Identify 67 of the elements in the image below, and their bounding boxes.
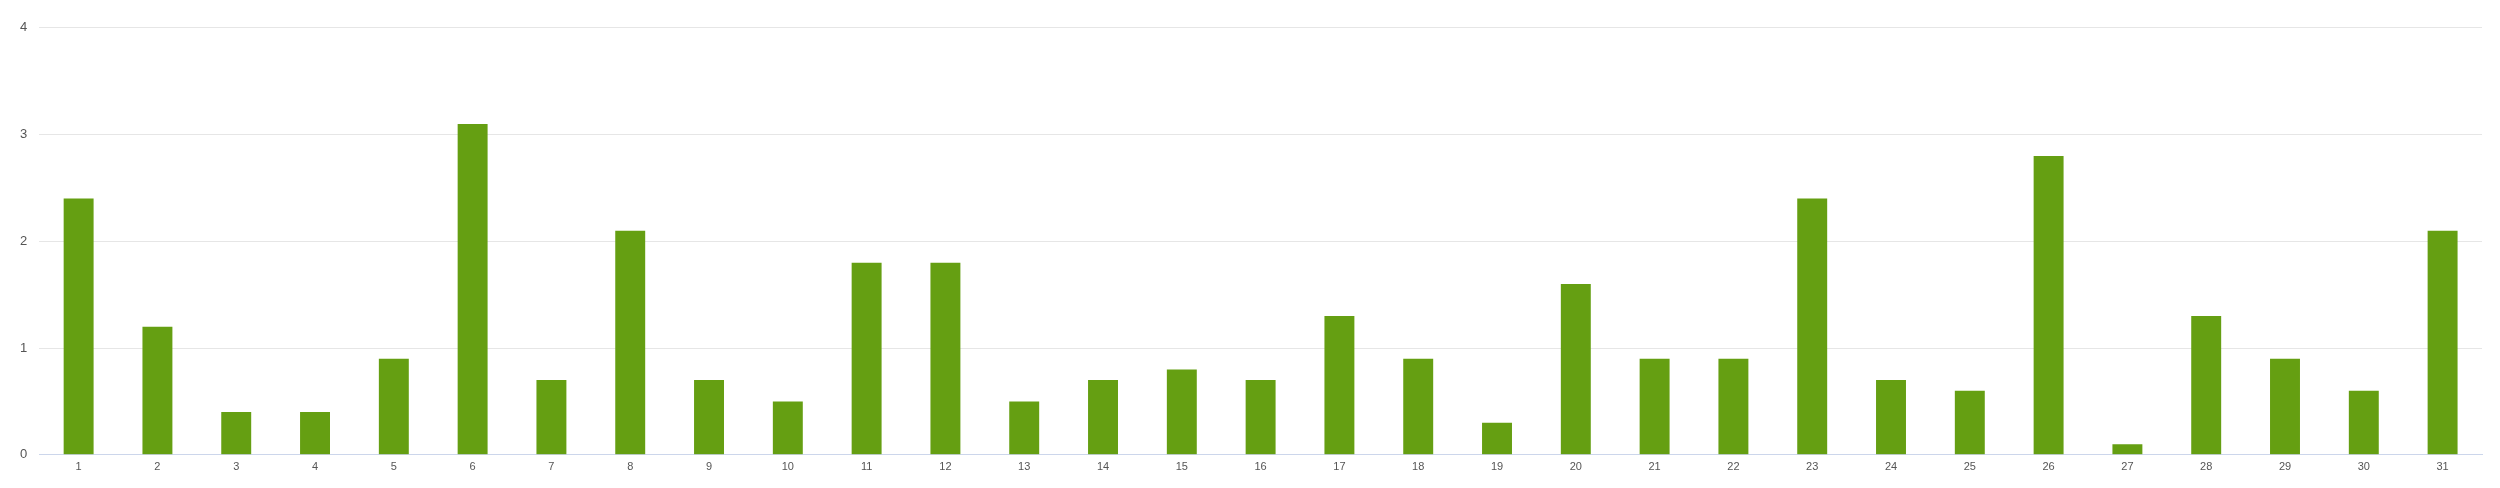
x-tick-label: 20 [1569, 460, 1582, 473]
x-tick-label: 17 [1333, 460, 1346, 473]
bar [536, 380, 567, 455]
bar [378, 358, 409, 455]
x-tick-label: 14 [1096, 460, 1110, 473]
bar [930, 262, 961, 455]
x-tick-label: 30 [2357, 460, 2370, 473]
bar [1245, 380, 1276, 455]
x-tick-label: 28 [2200, 460, 2213, 473]
bar [2112, 444, 2143, 455]
x-tick-label: 6 [469, 460, 476, 473]
x-tick-label: 18 [1412, 460, 1425, 473]
x-tick-label: 9 [705, 460, 713, 473]
bar [1718, 358, 1749, 455]
y-tick-label: 1 [20, 339, 28, 355]
bar [615, 230, 646, 455]
bar [2191, 316, 2222, 455]
bar [63, 198, 94, 455]
bar [2033, 155, 2064, 455]
x-tick-label: 13 [1018, 460, 1031, 473]
bar [1560, 284, 1591, 455]
bar [1403, 358, 1434, 455]
bar [1797, 198, 1828, 455]
bar [2270, 358, 2300, 455]
x-tick-label: 11 [860, 460, 873, 473]
y-tick-label: 3 [20, 126, 28, 142]
y-tick-label: 4 [20, 19, 28, 35]
bar [142, 326, 173, 455]
x-tick-label: 26 [2042, 460, 2055, 473]
bar [221, 412, 252, 455]
bar [2348, 390, 2379, 455]
bar [1876, 380, 1906, 455]
bar [1324, 316, 1355, 455]
bar [1009, 401, 1040, 455]
x-tick-label: 2 [154, 460, 161, 473]
x-tick-label: 12 [939, 460, 952, 473]
bar [1482, 422, 1512, 455]
x-tick-label: 24 [1884, 460, 1898, 473]
x-tick-label: 3 [233, 460, 240, 473]
bar [1954, 390, 1985, 455]
bar [1088, 380, 1118, 455]
bar [1166, 369, 1197, 455]
bar [772, 401, 803, 455]
bar [694, 380, 724, 455]
x-tick-label: 25 [1963, 460, 1976, 473]
bar [300, 412, 330, 455]
y-tick-label: 2 [20, 232, 28, 248]
x-tick-label: 16 [1254, 460, 1267, 473]
x-tick-label: 21 [1648, 460, 1661, 473]
x-tick-label: 19 [1490, 460, 1504, 473]
x-tick-label: 15 [1175, 460, 1188, 473]
x-tick-label: 5 [390, 460, 397, 473]
x-tick-label: 29 [2278, 460, 2292, 473]
x-tick-label: 4 [311, 460, 319, 473]
bar [2427, 230, 2458, 455]
bar [851, 262, 882, 455]
x-tick-label: 8 [627, 460, 634, 473]
bar [457, 123, 488, 455]
x-tick-label: 27 [2121, 460, 2134, 473]
bar [1639, 358, 1670, 455]
x-tick-label: 10 [781, 460, 794, 473]
x-tick-label: 22 [1727, 460, 1740, 473]
x-tick-label: 1 [75, 460, 82, 473]
x-tick-label: 31 [2436, 460, 2449, 473]
y-tick-label: 0 [20, 446, 28, 462]
x-tick-label: 23 [1806, 460, 1819, 473]
x-tick-label: 7 [548, 460, 555, 473]
